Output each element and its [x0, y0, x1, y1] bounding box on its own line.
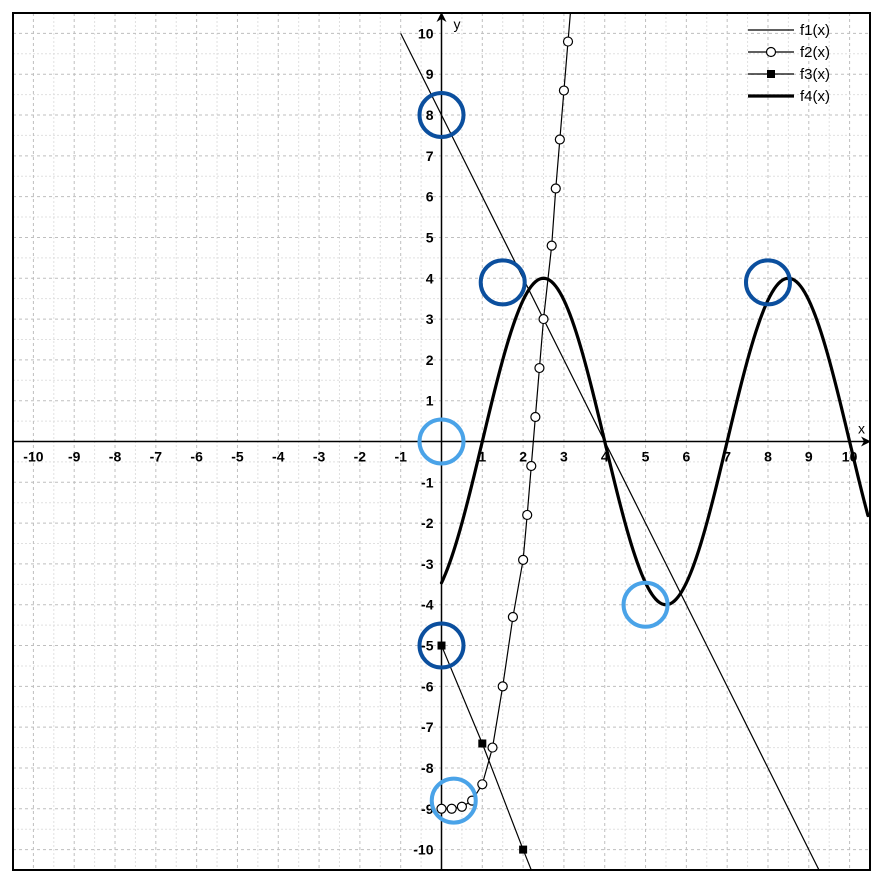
function-plot: -10-10-9-9-8-8-7-7-6-6-5-5-4-4-3-3-2-2-1… — [0, 0, 883, 883]
svg-text:-2: -2 — [354, 449, 367, 465]
f2-marker — [508, 612, 517, 621]
svg-text:-8: -8 — [421, 760, 434, 776]
svg-text:6: 6 — [682, 449, 690, 465]
legend-label: f4(x) — [800, 88, 830, 105]
svg-text:-4: -4 — [272, 449, 285, 465]
svg-text:10: 10 — [418, 25, 434, 41]
svg-text:5: 5 — [642, 449, 650, 465]
legend-label: f3(x) — [800, 66, 830, 83]
svg-text:1: 1 — [426, 393, 434, 409]
f2-marker — [498, 682, 507, 691]
svg-text:-1: -1 — [421, 474, 434, 490]
svg-text:-9: -9 — [68, 449, 81, 465]
f2-marker — [488, 743, 497, 752]
f2-marker — [531, 413, 540, 422]
svg-text:5: 5 — [426, 229, 434, 245]
svg-text:-7: -7 — [421, 719, 434, 735]
legend-label: f2(x) — [800, 44, 830, 61]
f2-marker — [559, 86, 568, 95]
svg-text:-2: -2 — [421, 515, 434, 531]
svg-text:2: 2 — [519, 449, 527, 465]
svg-text:-5: -5 — [421, 638, 434, 654]
f3-marker — [519, 846, 527, 854]
f2-marker — [519, 555, 528, 564]
svg-text:8: 8 — [764, 449, 772, 465]
f2-marker — [547, 241, 556, 250]
f2-marker — [535, 364, 544, 373]
svg-text:-6: -6 — [190, 449, 203, 465]
f2-marker — [437, 804, 446, 813]
svg-text:-6: -6 — [421, 678, 434, 694]
svg-text:8: 8 — [426, 107, 434, 123]
f2-marker — [564, 37, 573, 46]
svg-text:7: 7 — [426, 148, 434, 164]
f2-marker — [457, 802, 466, 811]
svg-text:-3: -3 — [421, 556, 434, 572]
svg-text:9: 9 — [805, 449, 813, 465]
svg-text:-8: -8 — [109, 449, 122, 465]
svg-text:3: 3 — [560, 449, 568, 465]
f2-marker — [447, 804, 456, 813]
legend-label: f1(x) — [800, 22, 830, 39]
svg-text:x: x — [858, 421, 865, 437]
svg-text:-10: -10 — [23, 449, 43, 465]
svg-text:-4: -4 — [421, 597, 434, 613]
f2-marker — [555, 135, 564, 144]
svg-text:-3: -3 — [313, 449, 326, 465]
svg-text:-1: -1 — [394, 449, 407, 465]
chart-svg: -10-10-9-9-8-8-7-7-6-6-5-5-4-4-3-3-2-2-1… — [0, 0, 883, 883]
svg-text:-7: -7 — [150, 449, 163, 465]
svg-text:9: 9 — [426, 66, 434, 82]
svg-text:6: 6 — [426, 189, 434, 205]
f2-marker — [478, 780, 487, 789]
f2-marker — [539, 315, 548, 324]
svg-text:3: 3 — [426, 311, 434, 327]
f3-marker — [438, 642, 446, 650]
f2-marker — [551, 184, 560, 193]
f2-marker — [527, 461, 536, 470]
svg-text:4: 4 — [426, 270, 434, 286]
svg-text:-10: -10 — [413, 842, 433, 858]
svg-text:-5: -5 — [231, 449, 244, 465]
f2-marker — [523, 510, 532, 519]
svg-text:2: 2 — [426, 352, 434, 368]
f3-marker — [478, 739, 486, 747]
svg-text:y: y — [454, 16, 461, 32]
